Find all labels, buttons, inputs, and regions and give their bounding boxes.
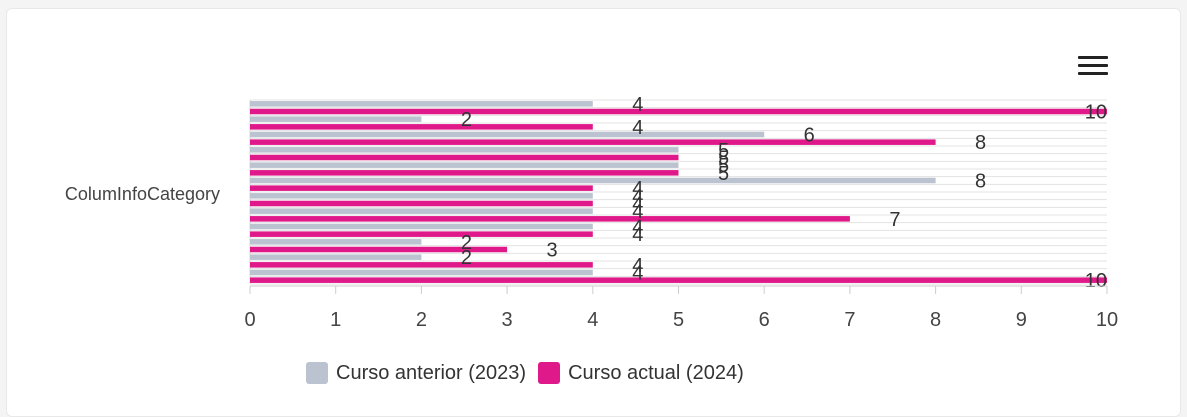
legend: Curso anterior (2023) Curso actual (2024… [306,358,756,388]
data-label: 5 [718,148,729,170]
data-label: 10 [1085,102,1107,124]
bar-series-1[interactable] [250,231,593,237]
bar-series-0[interactable] [250,193,593,199]
legend-swatch [306,362,328,384]
data-label: 3 [547,240,558,262]
data-label: 6 [804,125,815,147]
data-label: 5 [718,163,729,185]
x-tick-label: 9 [1016,309,1027,331]
data-label: 2 [461,109,472,131]
data-label: 5 [718,140,729,162]
data-label: 4 [632,117,643,139]
bar-series-0[interactable] [250,131,765,138]
bar-series-0[interactable] [250,208,593,214]
x-tick-label: 5 [673,309,684,331]
hamburger-menu-icon-line [1078,72,1108,75]
bar-series-1[interactable] [250,216,850,222]
bar-series-0[interactable] [250,162,679,168]
bar-series-0[interactable] [250,254,422,260]
bar-series-1[interactable] [250,200,593,207]
data-label: 7 [889,209,900,231]
data-label: 4 [632,94,643,116]
x-tick-label: 7 [844,309,855,331]
data-label: 2 [461,232,472,254]
data-label: 8 [975,171,986,193]
data-label: 4 [632,186,643,208]
legend-swatch [538,362,561,384]
data-label: 4 [632,201,643,223]
x-tick-label: 8 [930,309,941,331]
bar-series-1[interactable] [250,262,593,268]
bar-series-1[interactable] [250,108,1107,115]
bar-series-0[interactable] [250,223,593,230]
chart-menu-button[interactable] [1072,50,1112,82]
data-label: 5 [718,155,729,177]
x-tick-label: 4 [587,309,598,331]
data-label: 4 [632,263,643,285]
bar-series-1[interactable] [250,185,593,191]
category-axis: ColumInfoCategory [65,184,220,204]
x-tick-label: 2 [416,309,427,331]
bar-series-0[interactable] [250,147,679,153]
x-tick-label: 1 [330,309,341,331]
data-label: 4 [632,224,643,246]
data-label: 4 [632,255,643,277]
bars [250,101,1107,283]
grid-lines [249,99,1107,285]
hamburger-menu-icon [1078,56,1108,59]
legend-label: Curso anterior (2023) [336,361,527,384]
bar-series-0[interactable] [250,116,422,122]
bar-series-0[interactable] [250,239,422,245]
chart-card [6,8,1181,417]
legend-item-series-0[interactable]: Curso anterior (2023) [306,362,526,385]
bar-series-1[interactable] [250,277,1107,283]
category-label: ColumInfoCategory [65,184,220,204]
bar-series-0[interactable] [250,269,593,276]
bar-series-1[interactable] [250,139,936,145]
legend-label: Curso actual (2024) [568,361,744,384]
bar-series-1[interactable] [250,170,679,176]
bar-series-1[interactable] [250,154,679,161]
data-label: 4 [632,217,643,239]
x-tick-label: 10 [1096,309,1118,331]
bar-series-0[interactable] [250,101,593,107]
x-tick-label: 3 [502,309,513,331]
legend-item-series-1[interactable]: Curso actual (2024) [538,362,744,385]
bar-series-1[interactable] [250,246,508,253]
data-label: 4 [632,194,643,216]
x-tick-label: 0 [244,309,255,331]
data-label: 4 [632,178,643,200]
hamburger-menu-icon-line [1078,64,1108,67]
data-label: 2 [461,247,472,269]
x-tick-label: 6 [759,309,770,331]
data-label: 8 [975,132,986,154]
data-label: 10 [1085,270,1107,292]
bar-series-1[interactable] [250,124,593,130]
bar-series-0[interactable] [250,177,936,184]
x-axis: 0 1 2 3 4 5 6 7 8 9 10 [244,285,1118,331]
